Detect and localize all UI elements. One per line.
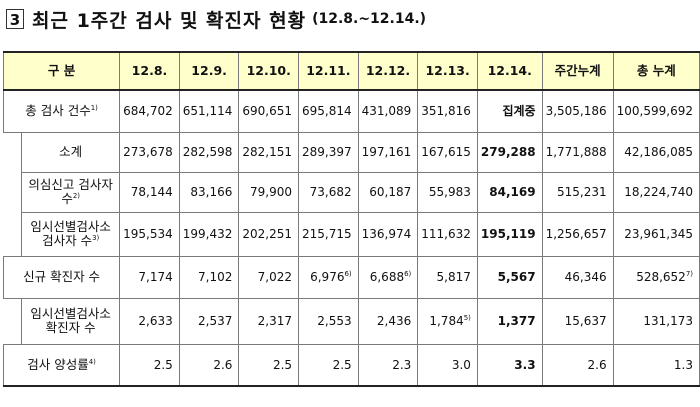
table-row: 소계 273,678 282,598 282,151 289,397 197,1…: [3, 131, 700, 256]
table-cell: 1,771,888: [541, 131, 614, 173]
header-weekly-total: 주간누계: [541, 51, 614, 91]
table-cell: 289,397: [298, 131, 359, 173]
header-label: 구 분: [2, 51, 121, 91]
table-cell: 695,814: [298, 89, 359, 133]
header-date: 12.9.: [178, 51, 240, 91]
table-cell: 651,114: [178, 89, 240, 133]
table-cell: 282,598: [178, 131, 240, 173]
stats-table: 구 분 12.8. 12.9. 12.10. 12.11. 12.12. 12.…: [2, 51, 700, 387]
table-cell: 2.5: [298, 343, 359, 387]
table-cell: 2.5: [238, 343, 300, 387]
table-cell: 2,537: [178, 297, 240, 345]
header-date: 12.14.: [476, 51, 543, 91]
table-cell: 6,6886): [357, 255, 419, 299]
header-date: 12.10.: [238, 51, 300, 91]
table-row: 의심신고 검사자 수2) 78,144 83,166 79,900 73,682…: [4, 171, 700, 213]
table-cell: 1,256,657: [541, 211, 614, 257]
table-cell: 528,6527): [612, 255, 700, 299]
table-cell: 84,169: [476, 171, 543, 213]
table-cell: 23,961,345: [612, 211, 700, 257]
table-cell: 79,900: [238, 171, 300, 213]
table-cell: 60,187: [357, 171, 419, 213]
table-cell: 195,119: [476, 211, 543, 257]
section-number: 3: [6, 9, 24, 29]
table-cell: 18,224,740: [612, 171, 700, 213]
table-cell: 6,9766): [298, 255, 359, 299]
table-cell: 1,377: [476, 297, 543, 345]
table-cell: 684,702: [119, 89, 180, 133]
header-row: 구 분 12.8. 12.9. 12.10. 12.11. 12.12. 12.…: [2, 51, 700, 91]
table-cell: 1.3: [612, 343, 700, 387]
table-cell: 215,715: [298, 211, 359, 257]
table-cell: 78,144: [119, 171, 180, 213]
table-cell: 7,022: [238, 255, 300, 299]
table-cell: 5,817: [417, 255, 478, 299]
header-date: 12.11.: [298, 51, 359, 91]
table-cell: 2.3: [357, 343, 419, 387]
row-label: 신규 확진자 수: [2, 255, 121, 299]
table-cell: 2.6: [541, 343, 614, 387]
table-row: 총 검사 건수1) 684,702 651,114 690,651 695,81…: [2, 89, 700, 133]
row-label: 검사 양성률4): [2, 343, 121, 387]
table-cell: 202,251: [238, 211, 300, 257]
table-cell: 515,231: [541, 171, 614, 213]
table-row: 검사 양성률4) 2.5 2.6 2.5 2.5 2.3 3.0 3.3 2.6…: [2, 343, 700, 387]
table-cell: 3.3: [476, 343, 543, 387]
table-cell: 집계중: [476, 89, 543, 133]
header-date: 12.8.: [119, 51, 180, 91]
table-cell: 46,346: [541, 255, 614, 299]
table-cell: 2,633: [119, 297, 180, 345]
indent-cell: [3, 298, 23, 344]
row-label: 소계: [21, 131, 121, 173]
table-cell: 131,173: [612, 297, 700, 345]
row-label: 의심신고 검사자 수2): [21, 171, 121, 213]
table-cell: 2,553: [298, 297, 359, 345]
table-cell: 279,288: [476, 131, 543, 173]
table-cell: 273,678: [119, 131, 180, 173]
row-label: 총 검사 건수1): [2, 89, 121, 133]
table-cell: 167,615: [417, 131, 478, 173]
table-cell: 2,317: [238, 297, 300, 345]
table-cell: 42,186,085: [612, 131, 700, 173]
table-cell: 7,174: [119, 255, 180, 299]
table-cell: 15,637: [541, 297, 614, 345]
section-title: 최근 1주간 검사 및 확진자 현황: [32, 9, 307, 32]
table-cell: 83,166: [178, 171, 240, 213]
table-cell: 5,567: [476, 255, 543, 299]
header-grand-total: 총 누계: [612, 51, 700, 91]
table-row: 임시선별검사소 확진자 수 2,633 2,537 2,317 2,553 2,4…: [3, 297, 700, 345]
table-cell: 136,974: [357, 211, 419, 257]
table-cell: 7,102: [178, 255, 240, 299]
table-cell: 73,682: [298, 171, 359, 213]
table-cell: 3.0: [417, 343, 478, 387]
table-cell: 111,632: [417, 211, 478, 257]
table-cell: 3,505,186: [541, 89, 614, 133]
table-cell: 2.5: [119, 343, 180, 387]
table-cell: 199,432: [178, 211, 240, 257]
table-cell: 351,816: [417, 89, 478, 133]
row-label: 임시선별검사소 검사자 수3): [21, 211, 121, 257]
table-cell: 55,983: [417, 171, 478, 213]
table-row: 임시선별검사소 검사자 수3) 195,534 199,432 202,251 2…: [4, 211, 700, 257]
table-cell: 282,151: [238, 131, 300, 173]
indent-cell: [3, 132, 23, 256]
table-cell: 431,089: [357, 89, 419, 133]
table-cell: 2,436: [357, 297, 419, 345]
table-cell: 100,599,692: [612, 89, 700, 133]
section-heading: 3 최근 1주간 검사 및 확진자 현황 (12.8.~12.14.): [6, 2, 426, 36]
table-cell: 2.6: [178, 343, 240, 387]
header-date: 12.13.: [417, 51, 478, 91]
table-cell: 1,7845): [417, 297, 478, 345]
period-label: (12.8.~12.14.): [312, 11, 427, 27]
header-date: 12.12.: [357, 51, 419, 91]
table-cell: 690,651: [238, 89, 300, 133]
table-cell: 197,161: [357, 131, 419, 173]
row-label: 임시선별검사소 확진자 수: [21, 297, 121, 345]
table-row: 신규 확진자 수 7,174 7,102 7,022 6,9766) 6,688…: [2, 255, 700, 299]
table-cell: 195,534: [119, 211, 180, 257]
